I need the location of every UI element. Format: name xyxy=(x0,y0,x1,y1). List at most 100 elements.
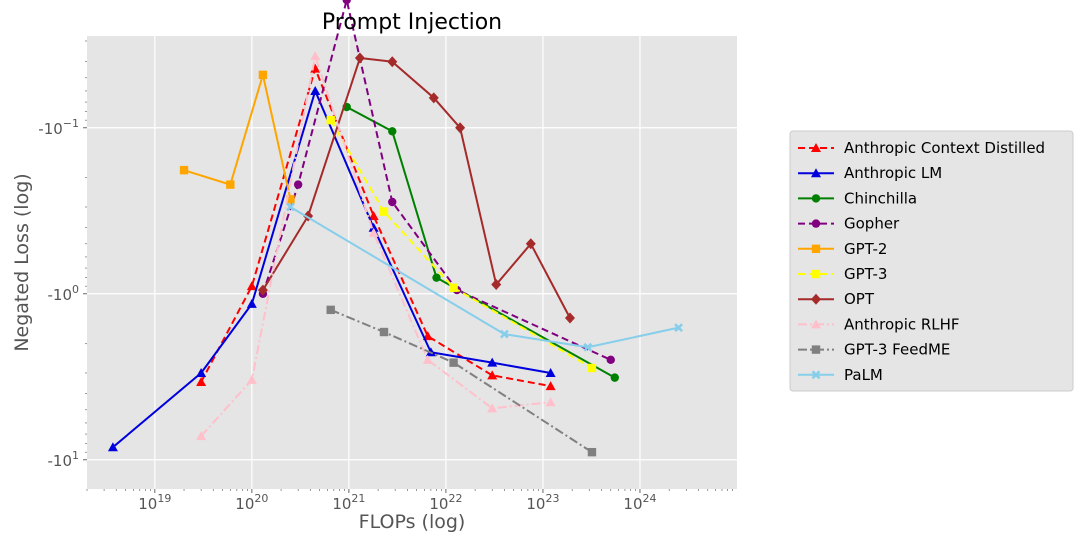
series-line xyxy=(346,106,616,379)
data-point xyxy=(326,305,335,315)
legend-item: Anthropic RLHF xyxy=(798,315,960,333)
data-point xyxy=(293,180,303,189)
series-line xyxy=(112,89,551,448)
data-point xyxy=(246,374,257,384)
data-point xyxy=(286,202,295,212)
legend-swatch-marker xyxy=(811,219,821,228)
legend-swatch-marker xyxy=(811,143,821,152)
data-point xyxy=(487,370,498,380)
legend-item: Chinchilla xyxy=(798,189,917,207)
legend-label: Anthropic RLHF xyxy=(844,315,960,333)
data-point xyxy=(428,92,439,104)
data-point xyxy=(368,227,379,237)
data-point xyxy=(564,312,575,324)
legend-label: GPT-3 FeedME xyxy=(844,341,950,359)
data-point xyxy=(368,210,379,220)
legend-label: GPT-3 xyxy=(844,265,887,283)
legend-label: Chinchilla xyxy=(844,189,917,207)
series-1 xyxy=(107,85,556,452)
plot-area xyxy=(87,36,737,489)
data-point xyxy=(342,0,351,5)
series-9 xyxy=(286,202,684,352)
series-line xyxy=(330,308,593,454)
data-point xyxy=(179,165,189,175)
legend-swatch-marker xyxy=(811,194,821,203)
x-tick-label: 1020 xyxy=(235,492,268,513)
series-4 xyxy=(179,70,295,204)
data-point xyxy=(455,122,466,134)
data-point xyxy=(310,51,321,61)
data-point xyxy=(107,442,118,452)
data-point xyxy=(226,180,235,189)
data-point xyxy=(449,283,458,292)
legend-item: Anthropic LM xyxy=(798,164,942,182)
data-point xyxy=(258,70,268,80)
data-point xyxy=(545,397,556,407)
data-point xyxy=(387,56,398,68)
data-point xyxy=(432,273,441,282)
legend: Anthropic Context Distilled Anthropic LM C… xyxy=(789,130,1074,392)
data-point xyxy=(487,403,498,413)
data-point xyxy=(583,342,593,352)
series-line xyxy=(289,206,679,349)
legend-label: PaLM xyxy=(844,366,883,384)
series-line xyxy=(183,73,292,200)
legend-box xyxy=(789,130,1074,392)
legend-swatch-marker xyxy=(811,244,821,253)
data-point xyxy=(606,355,615,365)
legend-swatch-marker xyxy=(811,345,821,354)
y-tick-label: -101 xyxy=(48,449,80,470)
legend-label: Anthropic Context Distilled xyxy=(844,139,1045,157)
legend-label: OPT xyxy=(844,290,875,308)
legend-item: Gopher xyxy=(798,215,900,233)
series-6 xyxy=(257,52,575,324)
data-point xyxy=(310,85,321,95)
data-point xyxy=(487,357,498,367)
data-point xyxy=(326,115,335,125)
legend-label: GPT-2 xyxy=(844,240,887,258)
data-point xyxy=(587,447,597,457)
data-point xyxy=(525,238,536,250)
data-point xyxy=(587,363,597,373)
data-point xyxy=(499,329,509,339)
legend-item: GPT-2 xyxy=(798,240,887,258)
legend-swatch-marker xyxy=(811,293,821,305)
x-tick-label: 1024 xyxy=(623,492,656,513)
data-point xyxy=(196,367,207,377)
data-point xyxy=(257,284,268,296)
legend-swatch-marker xyxy=(811,269,821,279)
data-point xyxy=(368,222,379,232)
series-line xyxy=(329,119,593,369)
legend-swatch-marker xyxy=(811,370,821,380)
x-tick-label: 1023 xyxy=(526,492,559,513)
series-7 xyxy=(196,51,556,441)
y-tick-label: -10−1 xyxy=(38,117,79,138)
series-layer xyxy=(107,0,684,457)
data-point xyxy=(246,281,257,291)
legend-item: GPT-3 xyxy=(798,265,887,283)
data-point xyxy=(354,52,365,64)
data-point xyxy=(196,376,207,386)
legend-item: PaLM xyxy=(798,366,883,384)
legend-item: Anthropic Context Distilled xyxy=(798,139,1045,157)
y-axis-ticks: -10−1 -100 -101 xyxy=(38,40,87,470)
legend-swatch-marker xyxy=(811,168,821,178)
data-point xyxy=(196,431,207,441)
data-point xyxy=(379,207,389,216)
x-axis-ticks: 1019 1020 1021 1022 1023 1024 xyxy=(86,489,733,513)
data-point xyxy=(246,298,257,308)
data-point xyxy=(388,127,397,136)
series-5 xyxy=(326,115,597,373)
y-axis-label: Negated Loss (log) xyxy=(11,173,33,351)
data-point xyxy=(286,195,295,204)
data-point xyxy=(674,323,684,333)
x-axis-label: FLOPs (log) xyxy=(359,511,466,533)
series-8 xyxy=(326,305,597,457)
data-point xyxy=(545,381,556,391)
legend-item: GPT-3 FeedME xyxy=(798,341,950,359)
legend-swatch-marker xyxy=(811,319,821,329)
data-point xyxy=(545,367,556,377)
legend-label: Gopher xyxy=(844,215,900,233)
data-point xyxy=(610,373,619,382)
